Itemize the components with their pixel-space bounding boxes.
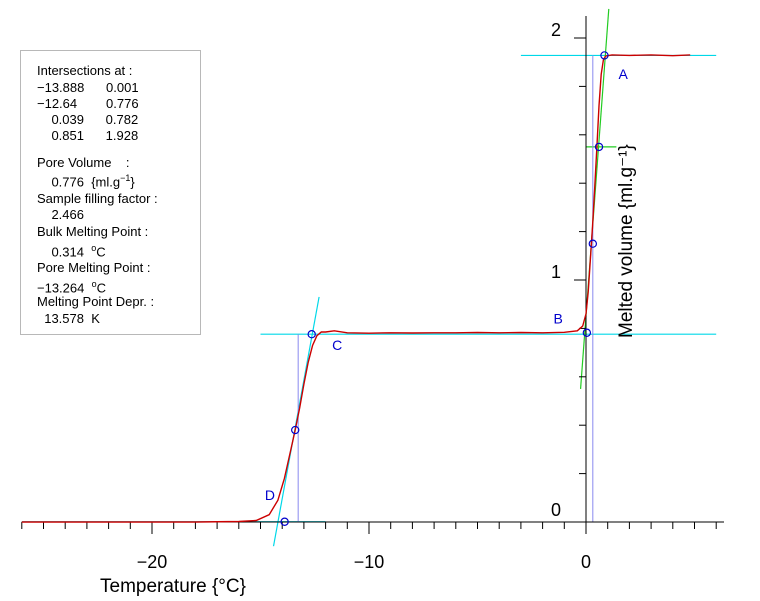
intersections-heading: Intersections at : [37, 63, 133, 78]
point-labels: A B C D [265, 66, 629, 503]
intersection-marker [582, 328, 592, 337]
results-panel: Intersections at : −13.888 0.001 −12.64 … [20, 50, 201, 335]
point-label: A [619, 66, 629, 82]
pore-melting-label: Pore Melting Point : [37, 260, 151, 275]
axes: −20 −10 0 0 1 2 [21, 16, 724, 572]
point-label: D [265, 487, 275, 503]
depression-value: 13.578 K [37, 311, 100, 326]
x-axis-title: Temperature {°C} [100, 576, 246, 597]
axis-titles: Temperature {°C} Melted volume {ml.g⁻¹} [100, 144, 637, 597]
intersection-marker [588, 239, 598, 248]
point-label: C [332, 337, 342, 353]
bulk-melting-label: Bulk Melting Point : [37, 224, 149, 239]
intersection-marker [307, 330, 316, 339]
y-axis-title: Melted volume {ml.g⁻¹} [616, 144, 637, 338]
pore-melting-value: −13.264 oC [37, 279, 106, 296]
melting-curve [21, 54, 691, 523]
intersection-marker [291, 425, 300, 435]
drop-lines [297, 55, 594, 522]
intersection-marker [600, 51, 609, 60]
bulk-melting-value: 0.314 oC [37, 243, 106, 260]
intersection-marker [594, 142, 604, 152]
intersection-row: 0.039 0.782 [37, 112, 139, 127]
y-tick-label: 2 [551, 20, 561, 40]
melting-curve-line [21, 54, 691, 523]
intersection-row: −13.888 0.001 [37, 80, 139, 95]
point-label: B [553, 311, 562, 327]
depression-label: Melting Point Depr. : [37, 294, 155, 309]
filling-factor-label: Sample filling factor : [37, 191, 158, 206]
x-tick-label: 0 [581, 552, 591, 572]
pore-volume-label: Pore Volume : [37, 155, 130, 170]
intersection-row: 0.851 1.928 [37, 128, 139, 143]
pore-volume-value: 0.776 {ml.g−1} [37, 173, 135, 190]
x-tick-label: −10 [354, 552, 385, 572]
intersection-marker [280, 517, 289, 526]
x-tick-label: −20 [137, 552, 168, 572]
filling-factor-value: 2.466 [37, 207, 84, 222]
y-tick-label: 1 [551, 262, 561, 282]
intersection-row: −12.64 0.776 [37, 96, 139, 111]
y-tick-label: 0 [551, 500, 561, 520]
intersection-markers [280, 51, 609, 526]
